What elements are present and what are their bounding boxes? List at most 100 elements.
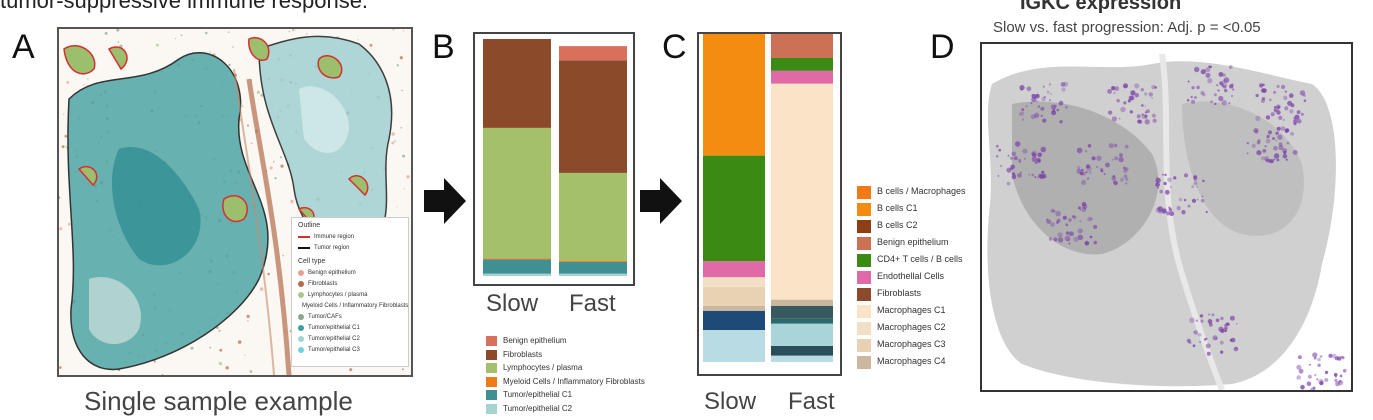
celltype-legend-marker: [298, 346, 304, 353]
panel-c-bar-slow-segment-7: [703, 286, 765, 306]
celltype-legend-item: Tumor/epithelial C2: [298, 333, 402, 344]
panel-c-bar-fast-segment-0: [771, 355, 833, 362]
top-cut-text: tumor-suppressive immune response.: [0, 0, 369, 13]
panel-b-bar-slow-segment-1: [483, 259, 551, 274]
panel-b-category-fast: Fast: [569, 290, 616, 317]
panel-c-chart: [703, 0, 833, 362]
panel-c-legend-label: Fibroblasts: [877, 288, 922, 298]
panel-c-legend-swatch: [857, 186, 871, 199]
panel-c-legend-swatch: [857, 254, 871, 267]
panel-b-category-slow: Slow: [486, 290, 539, 317]
panel-a-caption: Single sample example: [84, 386, 353, 416]
panel-c-bar-fast-segment-11: [771, 58, 833, 71]
tissue-map-a: [59, 29, 411, 375]
igkc-expression-map: [982, 44, 1351, 390]
celltype-legend-marker: [298, 324, 304, 331]
celltype-legend-label: Tumor/epithelial C3: [308, 346, 360, 353]
panel-c-letter: C: [662, 28, 687, 66]
panel-d-subtitle: Slow vs. fast progression: Adj. p = <0.0…: [993, 19, 1261, 36]
outline-legend-title: Outline: [298, 222, 321, 229]
panel-c-bar-slow-segment-11: [703, 155, 765, 262]
outline-legend-item: Immune region: [298, 231, 402, 242]
panel-c-bar-fast-segment-10: [771, 70, 833, 84]
outline-legend-marker: [298, 235, 310, 238]
panel-b-chart-frame: [473, 32, 635, 286]
panel-b-legend-label: Benign epithelium: [503, 336, 567, 345]
celltype-legend-item: Tumor/epithelial C1: [298, 322, 402, 333]
panel-c-legend-swatch: [857, 305, 871, 318]
panel-c-bar-slow-segment-1: [703, 310, 765, 330]
celltype-legend-item: Tumor/epithelial C3: [298, 344, 402, 355]
panel-c-legend-label: B cells / Macrophages: [877, 186, 966, 196]
panel-b-bar-fast-segment-3: [559, 172, 627, 261]
panel-d-image: [980, 42, 1353, 392]
celltype-legend-marker: [298, 291, 304, 298]
celltype-legend-item: Lymphocytes / plasma: [298, 289, 402, 300]
panel-a-legend: Outline Immune region Tumor region Cell t…: [291, 217, 409, 367]
panel-b-legend-swatch: [486, 349, 497, 360]
panel-c-chart-frame: [697, 0, 842, 376]
panel-b-legend-label: Tumor/epithelial C2: [503, 403, 573, 413]
panel-c-legend-swatch: [857, 322, 871, 335]
panel-c-legend-label: B cells C1: [877, 203, 918, 213]
celltype-legend-label: Benign epithelium: [308, 269, 356, 276]
celltype-legend-label: Myeloid Cells / Inflammatory Fibroblasts: [302, 302, 409, 309]
celltype-legend-title: Cell type: [298, 258, 326, 265]
panel-c-legend-label: Macrophages C2: [877, 322, 946, 332]
arrow-right-icon-1: [424, 178, 466, 224]
panel-d-letter: D: [930, 28, 955, 66]
celltype-legend-marker: [298, 313, 304, 320]
celltype-legend-marker: [298, 280, 304, 287]
panel-b-legend-label: Tumor/epithelial C1: [503, 390, 573, 399]
panel-b-legend-label: Myeloid Cells / Inflammatory Fibroblasts: [503, 376, 645, 386]
panel-b-legend-label: Lymphocytes / plasma: [503, 363, 583, 372]
panel-c-bar-fast-segment-9: [771, 83, 833, 300]
panel-c-legend-swatch: [857, 288, 871, 301]
panel-c-legend-swatch: [857, 220, 871, 233]
panel-c-legend-label: Macrophages C4: [877, 356, 946, 366]
panel-c-legend-label: Macrophages C1: [877, 305, 946, 315]
panel-c-bar-fast-segment-4: [771, 318, 833, 324]
panel-c-legend-label: Benign epithelium: [877, 237, 949, 247]
panel-c-legend-swatch: [857, 203, 871, 216]
celltype-legend-item: Myeloid Cells / Inflammatory Fibroblasts: [298, 300, 408, 311]
panel-d-title: IGKC expression: [1020, 0, 1182, 14]
celltype-legend-item: Tumor/CAFs: [298, 311, 402, 322]
panel-b-bar-fast-segment-2: [559, 260, 627, 262]
panel-b-legend: Benign epithelium Fibroblasts Lymphocytes …: [486, 336, 656, 420]
panel-c-bar-fast-segment-5: [771, 306, 833, 319]
panel-b-bar-fast-segment-0: [559, 273, 627, 276]
panel-b-chart: [483, 39, 627, 276]
panel-c-legend-swatch: [857, 237, 871, 250]
outline-legend-label: Tumor region: [314, 244, 350, 251]
panel-b-letter: B: [432, 28, 455, 66]
panel-c-legend-swatch: [857, 356, 871, 369]
celltype-legend-item: Benign epithelium: [298, 267, 402, 278]
panel-c-legend-label: CD4+ T cells / B cells: [877, 254, 963, 264]
panel-c-legend-swatch: [857, 271, 871, 284]
panel-a-image: Outline Immune region Tumor region Cell t…: [57, 27, 413, 377]
arrow-right-icon-2: [640, 178, 682, 224]
celltype-legend-marker: [298, 269, 304, 276]
panel-c-category-slow: Slow: [704, 388, 757, 415]
celltype-legend-label: Lymphocytes / plasma: [308, 291, 368, 298]
panel-c-bar-fast-segment-12: [771, 16, 833, 58]
panel-c-bar-slow-segment-8: [703, 277, 765, 287]
celltype-legend-label: Tumor/epithelial C2: [308, 335, 360, 342]
panel-c-category-fast: Fast: [788, 388, 835, 415]
panel-b-legend-swatch: [486, 403, 497, 414]
celltype-legend-item: Fibroblasts: [298, 278, 402, 289]
outline-legend-item: Tumor region: [298, 242, 402, 253]
panel-b-legend-swatch: [486, 376, 497, 387]
panel-b-legend-label: Fibroblasts: [503, 349, 543, 359]
celltype-legend-label: Tumor/CAFs: [308, 313, 342, 320]
celltype-legend-label: Fibroblasts: [308, 280, 338, 287]
panel-c-legend-swatch: [857, 339, 871, 352]
panel-b-bar-slow-segment-3: [483, 127, 551, 259]
panel-b-legend-swatch: [486, 363, 497, 373]
outline-legend-marker: [298, 246, 310, 249]
celltype-legend-marker: [298, 335, 304, 342]
panel-c-legend-label: Endothellal Cells: [877, 271, 945, 281]
panel-a-letter: A: [12, 28, 35, 66]
panel-c-legend-label: B cells C2: [877, 220, 918, 230]
